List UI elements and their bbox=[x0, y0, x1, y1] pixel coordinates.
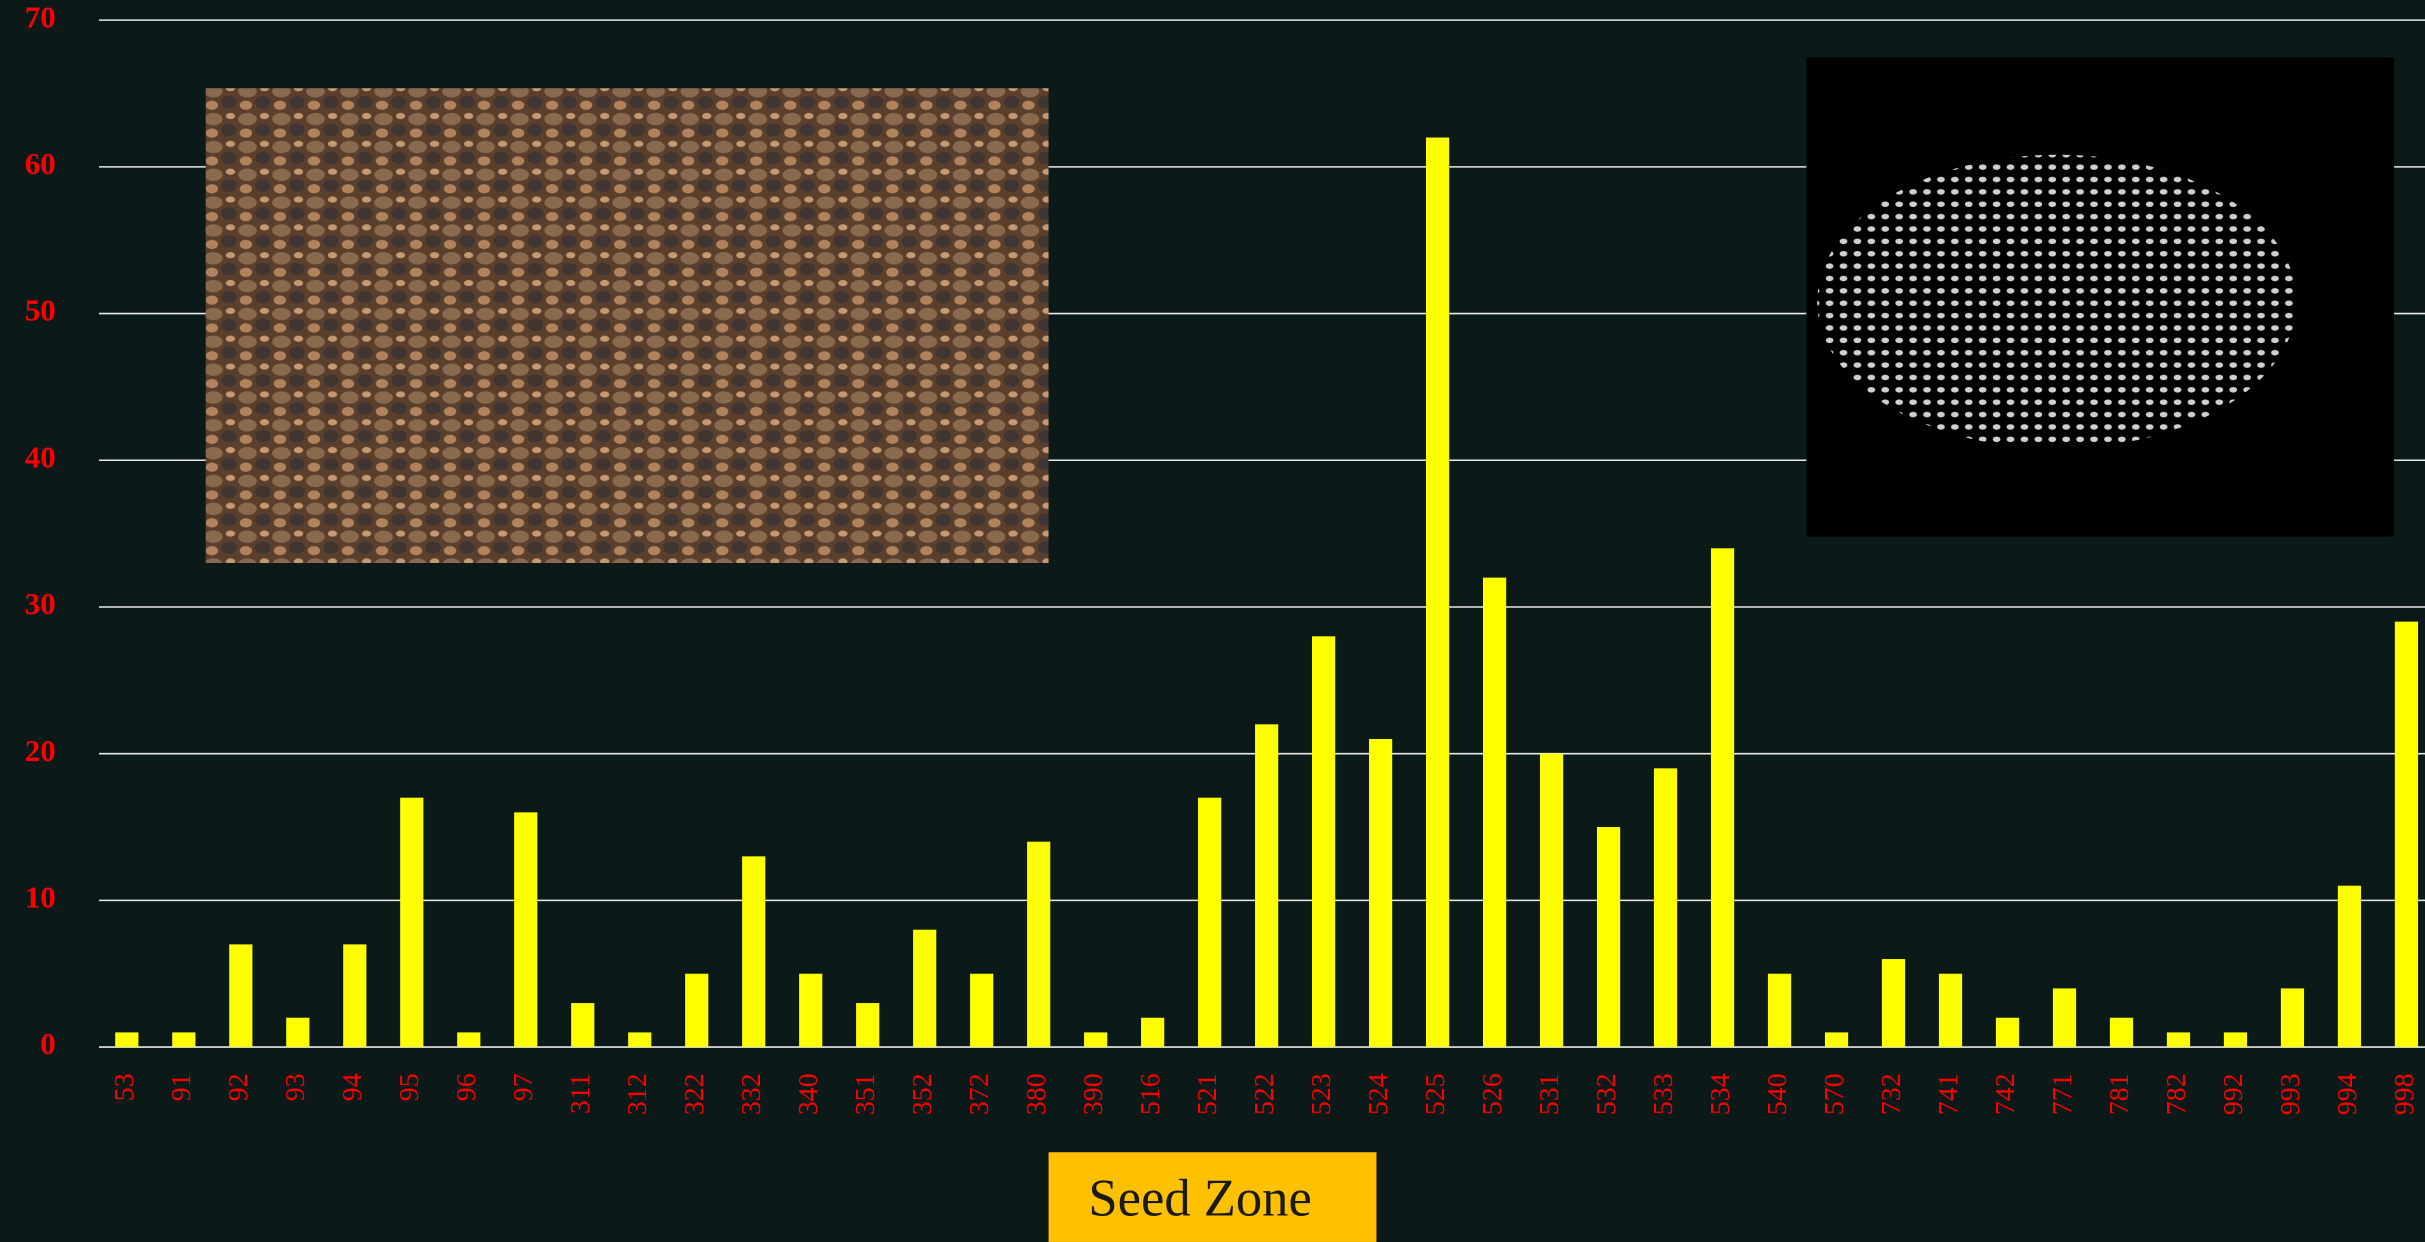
y-tick-label: 30 bbox=[25, 586, 56, 621]
x-tick-label: 521 bbox=[1192, 1073, 1223, 1115]
x-tick-label: 380 bbox=[1021, 1073, 1052, 1115]
bar bbox=[1824, 1032, 1849, 1048]
bar bbox=[2223, 1032, 2248, 1048]
bar bbox=[400, 797, 424, 1048]
x-tick-label: 533 bbox=[1648, 1073, 1679, 1115]
bar bbox=[856, 1003, 880, 1048]
x-tick-label: 524 bbox=[1363, 1073, 1394, 1115]
x-tick-label: 96 bbox=[451, 1073, 482, 1101]
bar bbox=[913, 929, 937, 1048]
x-tick-label: 531 bbox=[1534, 1073, 1565, 1115]
bar bbox=[1596, 827, 1621, 1048]
bar bbox=[172, 1032, 196, 1048]
x-tick-label: 992 bbox=[2218, 1073, 2249, 1115]
x-tick-label: 741 bbox=[1933, 1073, 1964, 1115]
bar bbox=[1312, 636, 1336, 1048]
x-tick-label: 516 bbox=[1135, 1073, 1166, 1115]
bar bbox=[115, 1032, 139, 1048]
x-tick-label: 312 bbox=[622, 1073, 653, 1115]
x-tick-label: 994 bbox=[2332, 1073, 2363, 1115]
bar bbox=[2394, 621, 2419, 1048]
y-tick-label: 50 bbox=[25, 293, 56, 328]
bars bbox=[115, 137, 2419, 1048]
y-tick-label: 60 bbox=[25, 146, 56, 181]
bar bbox=[799, 973, 823, 1048]
x-tick-label: 993 bbox=[2275, 1073, 2306, 1115]
x-tick-label: 92 bbox=[223, 1073, 254, 1101]
bar bbox=[457, 1032, 481, 1048]
bar bbox=[2166, 1032, 2191, 1048]
y-tick-label: 0 bbox=[40, 1026, 55, 1061]
x-tick-label: 53 bbox=[109, 1073, 140, 1101]
bar bbox=[343, 944, 367, 1048]
x-tick-label: 523 bbox=[1306, 1073, 1337, 1115]
y-tick-label: 20 bbox=[25, 733, 56, 768]
x-tick-label: 95 bbox=[394, 1073, 425, 1101]
bar bbox=[1710, 548, 1735, 1048]
bar bbox=[685, 973, 709, 1048]
x-label: Seed Zone bbox=[1088, 1169, 1311, 1227]
x-tick-label: 340 bbox=[793, 1073, 824, 1115]
x-tick-label: 998 bbox=[2389, 1073, 2420, 1115]
bar bbox=[1426, 137, 1450, 1048]
bar bbox=[2109, 1017, 2134, 1048]
x-tick-label: 311 bbox=[565, 1073, 596, 1114]
x-tick-label: 526 bbox=[1477, 1073, 1508, 1115]
bar bbox=[514, 812, 538, 1048]
bar bbox=[1369, 739, 1393, 1048]
x-tick-label: 522 bbox=[1249, 1073, 1280, 1115]
bar bbox=[1938, 973, 1963, 1048]
x-tick-label: 771 bbox=[2047, 1073, 2078, 1115]
bar bbox=[1482, 577, 1507, 1048]
x-label-box bbox=[1048, 1152, 1377, 1242]
x-tick-label: 91 bbox=[166, 1073, 197, 1101]
x-tick-label: 732 bbox=[1876, 1073, 1907, 1115]
bar bbox=[1653, 768, 1678, 1048]
y-tick-label: 40 bbox=[25, 439, 56, 474]
bar bbox=[1084, 1032, 1108, 1048]
bar bbox=[1141, 1017, 1165, 1048]
x-tick-label: 742 bbox=[1990, 1073, 2021, 1115]
bar bbox=[229, 944, 253, 1048]
bar bbox=[1995, 1017, 2020, 1048]
bar bbox=[1255, 724, 1279, 1048]
bar bbox=[1198, 797, 1222, 1048]
seed-scan-blob bbox=[1817, 154, 2297, 449]
bar bbox=[628, 1032, 652, 1048]
bar bbox=[1767, 973, 1792, 1048]
x-tick-label: 570 bbox=[1819, 1073, 1850, 1115]
x-tick-label: 97 bbox=[508, 1073, 539, 1101]
x-tick-label: 352 bbox=[907, 1073, 938, 1115]
x-tick-label: 782 bbox=[2161, 1073, 2192, 1115]
bar bbox=[1881, 959, 1906, 1048]
y-tick-label: 10 bbox=[25, 879, 56, 914]
x-tick-label: 532 bbox=[1591, 1073, 1622, 1115]
x-tick-label: 351 bbox=[850, 1073, 881, 1115]
x-tick-label: 322 bbox=[679, 1073, 710, 1115]
seed-photo bbox=[205, 88, 1049, 564]
x-tick-label: 332 bbox=[736, 1073, 767, 1115]
x-tick-label: 372 bbox=[964, 1073, 995, 1115]
y-tick-label: 70 bbox=[25, 0, 56, 34]
bar bbox=[571, 1003, 595, 1048]
bar bbox=[286, 1017, 310, 1048]
x-tick-label: 540 bbox=[1762, 1073, 1793, 1115]
bar bbox=[742, 856, 766, 1048]
x-tick-label: 781 bbox=[2104, 1073, 2135, 1115]
x-tick-label: 93 bbox=[280, 1073, 311, 1101]
x-tick-label: 534 bbox=[1705, 1073, 1736, 1115]
x-tick-label: 525 bbox=[1420, 1073, 1451, 1115]
x-tick-label: 390 bbox=[1078, 1073, 1109, 1115]
bar bbox=[2280, 988, 2305, 1048]
bar bbox=[1539, 753, 1564, 1048]
bar bbox=[970, 973, 994, 1048]
bar bbox=[2052, 988, 2077, 1048]
bar bbox=[2337, 885, 2362, 1048]
x-tick-label: 94 bbox=[337, 1073, 368, 1101]
bar bbox=[1027, 841, 1051, 1048]
